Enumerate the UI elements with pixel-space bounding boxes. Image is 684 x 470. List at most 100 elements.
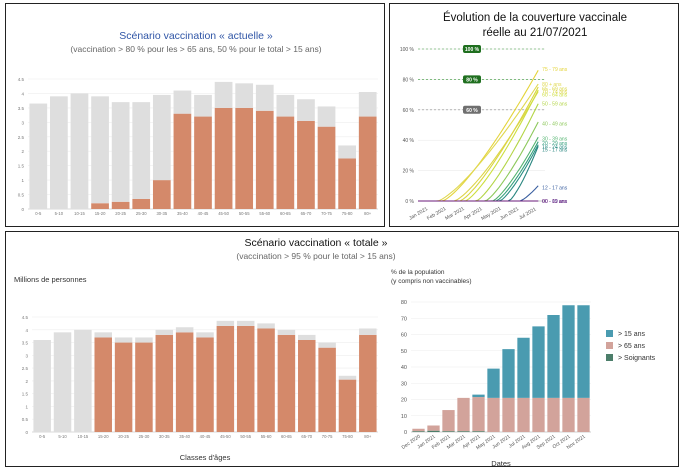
totale-bar-non-vaccines [298, 334, 316, 340]
actuelle-bar-non-vaccines [111, 102, 130, 202]
actuelle-xtick: 65-70 [301, 211, 312, 216]
pct-xlabel: Dates [491, 459, 511, 468]
actuelle-bar-vaccines [91, 203, 109, 209]
pct-bar-segment [457, 397, 470, 432]
pct-bar-segment [412, 431, 425, 432]
pct-bar-segment [427, 430, 440, 432]
pct-bar-segment [457, 431, 470, 432]
couverture-reference-label: 80 % [466, 77, 478, 83]
pct-bar-segment [517, 397, 530, 432]
actuelle-bar-vaccines [214, 107, 233, 209]
couverture-series-label: 50 - 59 ans [542, 102, 568, 108]
totale-bar-non-vaccines [236, 320, 255, 326]
pct-ytick: 10 [401, 414, 407, 420]
actuelle-ytick: 0 [21, 207, 24, 212]
couverture-series-label: 18 - 24 ans [542, 144, 568, 150]
actuelle-bar-vaccines [255, 110, 274, 209]
totale-bar-vaccines [277, 334, 296, 432]
actuelle-ytick: 4.5 [18, 77, 25, 82]
couverture-series-line [418, 136, 539, 202]
totale-bar-vaccines [135, 342, 153, 432]
totale-bar-non-vaccines [338, 375, 357, 380]
totale-bar-vaccines [318, 347, 336, 432]
pct-ytick: 50 [401, 349, 407, 355]
actuelle-xtick: 75-80 [342, 211, 353, 216]
actuelle-ytick: 2 [21, 149, 24, 154]
pct-legend-swatch [606, 330, 613, 337]
chart-couverture: Évolution de la couverture vaccinale rée… [400, 11, 627, 222]
chart-couverture-title-line2: réelle au 21/07/2021 [483, 27, 588, 39]
totale-ytick: 1.5 [22, 392, 29, 397]
totale-xtick: 70-75 [322, 434, 333, 439]
couverture-xtick: Jan 2021 [408, 206, 429, 222]
couverture-series-label: 20 - 29 ans [542, 141, 568, 147]
couverture-reference-badge [463, 75, 481, 84]
couverture-series-label: 30 - 39 ans [542, 137, 568, 143]
couverture-xtick: May 2021 [480, 206, 502, 222]
couverture-xtick: Apr 2021 [463, 206, 484, 221]
actuelle-xtick: 55-60 [259, 211, 270, 216]
actuelle-bar-non-vaccines [173, 90, 192, 114]
actuelle-ytick: 3.5 [18, 106, 25, 111]
couverture-xtick: Jul 2021 [518, 206, 538, 221]
actuelle-bar-non-vaccines [297, 99, 315, 121]
couverture-xtick: Mar 2021 [444, 206, 465, 222]
chart-couverture-title-line1: Évolution de la couverture vaccinale [443, 11, 627, 24]
actuelle-xtick: 15-20 [95, 211, 106, 216]
actuelle-bar-vaccines [297, 120, 315, 209]
totale-ytick: 3.5 [22, 341, 29, 346]
actuelle-bar-vaccines [235, 107, 254, 209]
pct-ylabel: % de la population [391, 269, 445, 276]
totale-bar-vaccines [196, 337, 214, 432]
actuelle-bar-non-vaccines [358, 92, 377, 117]
pct-bar-segment [487, 368, 500, 398]
totale-ytick: 4 [25, 328, 28, 333]
actuelle-bar-non-vaccines [91, 96, 109, 204]
pct-bar-segment [472, 394, 485, 398]
pct-bar-segment [532, 326, 545, 398]
actuelle-bar-vaccines [152, 180, 171, 209]
actuelle-bar-non-vaccines [276, 94, 295, 117]
chart-totale: Scénario vaccination « totale » (vaccina… [14, 237, 656, 468]
couverture-series-label: 80 + ans [542, 82, 562, 88]
totale-xtick: 35-40 [179, 434, 190, 439]
pct-legend-label: > Soignants [618, 355, 656, 362]
totale-xtick: 55-60 [261, 434, 272, 439]
actuelle-ytick: 3 [21, 120, 24, 125]
totale-bar-non-vaccines [155, 329, 174, 335]
pct-bar-segment [487, 397, 500, 432]
couverture-ytick: 80 % [403, 77, 415, 83]
actuelle-bar-vaccines [358, 116, 377, 209]
actuelle-bar-vaccines [276, 116, 295, 209]
pct-ytick: 30 [401, 381, 407, 387]
totale-bar-vaccines [236, 325, 255, 432]
totale-bar-vaccines [175, 332, 194, 432]
actuelle-ytick: 4 [21, 91, 24, 96]
actuelle-bar-non-vaccines [235, 83, 254, 108]
couverture-ytick: 0 % [405, 199, 414, 205]
totale-bar-non-vaccines [135, 337, 153, 343]
couverture-reference-badge [463, 105, 481, 114]
totale-xtick: 75-80 [342, 434, 353, 439]
chart-totale-subtitle: (vaccination > 95 % pour le total > 15 a… [236, 251, 395, 261]
totale-bar-vaccines [257, 328, 275, 432]
totale-xtick: 25-30 [139, 434, 150, 439]
totale-ytick: 2 [25, 379, 28, 384]
couverture-reference-label: 100 % [465, 47, 480, 53]
couverture-xtick: Jun 2021 [499, 206, 520, 222]
totale-bar-non-vaccines [94, 332, 112, 338]
actuelle-ytick: 1 [21, 178, 24, 183]
chart-actuelle-title: Scénario vaccination « actuelle » [119, 30, 273, 42]
totale-ytick: 0.5 [22, 417, 29, 422]
actuelle-ytick: 2.5 [18, 135, 25, 140]
actuelle-xtick: 20-25 [115, 211, 126, 216]
totale-ylabel: Millions de personnes [14, 275, 87, 284]
actuelle-xtick: 10-15 [74, 211, 85, 216]
pct-bar-segment [562, 305, 575, 398]
couverture-series-label: 60 - 64 ans [542, 93, 568, 99]
couverture-series-label: 12 - 17 ans [542, 185, 568, 191]
chart-actuelle-subtitle: (vaccination > 80 % pour les > 65 ans, 5… [70, 44, 321, 54]
totale-bar-non-vaccines [33, 340, 51, 432]
pct-bar-segment [517, 337, 530, 398]
actuelle-xtick: 25-30 [136, 211, 147, 216]
